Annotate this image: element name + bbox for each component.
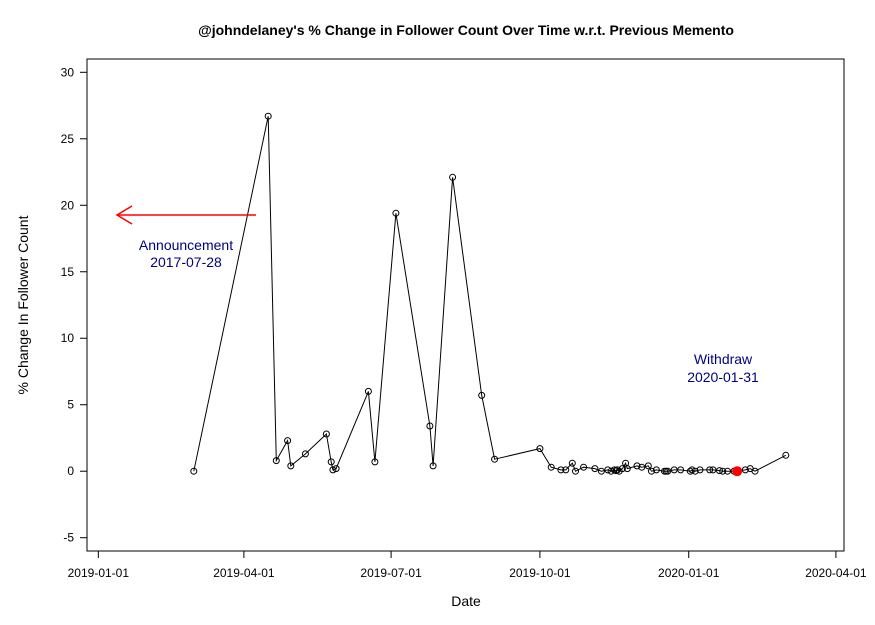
- data-point: [264, 112, 272, 120]
- data-point: [371, 458, 379, 466]
- data-point: [709, 466, 717, 474]
- x-axis-label: Date: [451, 593, 481, 609]
- y-tick-label: 15: [61, 265, 75, 279]
- data-point: [751, 467, 759, 475]
- data-point: [557, 466, 565, 474]
- y-axis-label: % Change In Follower Count: [15, 215, 31, 394]
- y-tick-label: -5: [63, 531, 74, 545]
- data-point: [648, 467, 655, 475]
- data-point: [478, 391, 486, 399]
- series-line: [193, 116, 787, 472]
- announcement-arrow-head: [115, 205, 133, 225]
- data-point: [633, 462, 641, 470]
- data-point: [644, 462, 652, 470]
- data-point: [429, 462, 437, 470]
- x-tick-label: 2019-04-01: [213, 566, 275, 580]
- x-axis: 2019-01-01 2019-04-01 2019-07-01 2019-10-01…: [68, 550, 867, 580]
- y-tick-label: 5: [67, 398, 74, 412]
- data-point: [562, 466, 570, 474]
- withdraw-marker: [732, 466, 743, 477]
- data-point: [623, 465, 631, 473]
- data-point: [591, 465, 599, 473]
- y-axis: -5 0 5 10 15 20 25 30: [61, 65, 88, 545]
- data-point: [536, 445, 544, 453]
- data-point: [392, 209, 400, 217]
- data-point: [272, 457, 280, 465]
- data-point: [597, 467, 605, 475]
- data-point: [449, 173, 457, 181]
- y-tick-label: 0: [67, 464, 74, 478]
- data-point: [688, 466, 696, 474]
- data-point: [607, 467, 615, 475]
- y-tick-label: 30: [61, 65, 75, 79]
- data-point: [614, 466, 621, 474]
- announcement-arrow: [115, 205, 256, 225]
- data-point: [652, 466, 660, 474]
- data-point: [677, 466, 685, 474]
- x-tick-label: 2019-01-01: [68, 566, 130, 580]
- data-point: [322, 430, 330, 438]
- data-point: [329, 466, 337, 474]
- data-point: [719, 467, 727, 475]
- withdraw-date: 2020-01-31: [687, 369, 759, 385]
- data-point: [327, 458, 335, 466]
- data-point: [638, 463, 646, 471]
- data-point: [706, 466, 714, 474]
- y-tick-label: 10: [61, 331, 75, 345]
- chart-title: @johndelaney's % Change in Follower Coun…: [198, 22, 734, 38]
- x-tick-label: 2020-01-01: [658, 566, 720, 580]
- data-point: [491, 455, 499, 463]
- data-point: [332, 465, 340, 473]
- announcement-date: 2017-07-28: [150, 254, 222, 270]
- data-point: [691, 467, 699, 475]
- data-point: [716, 467, 723, 475]
- data-point: [284, 437, 292, 445]
- withdraw-label: Withdraw: [694, 351, 753, 367]
- data-point: [190, 467, 198, 475]
- plot-frame: [86, 58, 845, 552]
- data-point: [664, 467, 672, 475]
- data-point: [618, 465, 626, 473]
- data-point: [580, 463, 588, 471]
- data-point: [426, 422, 434, 430]
- data-point: [696, 466, 704, 474]
- data-point: [741, 466, 749, 474]
- data-point: [568, 459, 576, 467]
- data-point: [364, 387, 372, 395]
- data-point: [287, 462, 295, 470]
- data-point: [782, 451, 790, 459]
- data-point: [686, 467, 694, 475]
- series-layer: [190, 112, 790, 477]
- data-point: [572, 467, 579, 475]
- x-tick-label: 2019-07-01: [360, 566, 422, 580]
- x-tick-label: 2020-04-01: [805, 566, 867, 580]
- announcement-label: Announcement: [139, 237, 233, 253]
- x-tick-label: 2019-10-01: [509, 566, 571, 580]
- data-point: [301, 450, 309, 458]
- data-point: [547, 463, 555, 471]
- y-tick-label: 20: [61, 198, 75, 212]
- y-tick-label: 25: [61, 132, 75, 146]
